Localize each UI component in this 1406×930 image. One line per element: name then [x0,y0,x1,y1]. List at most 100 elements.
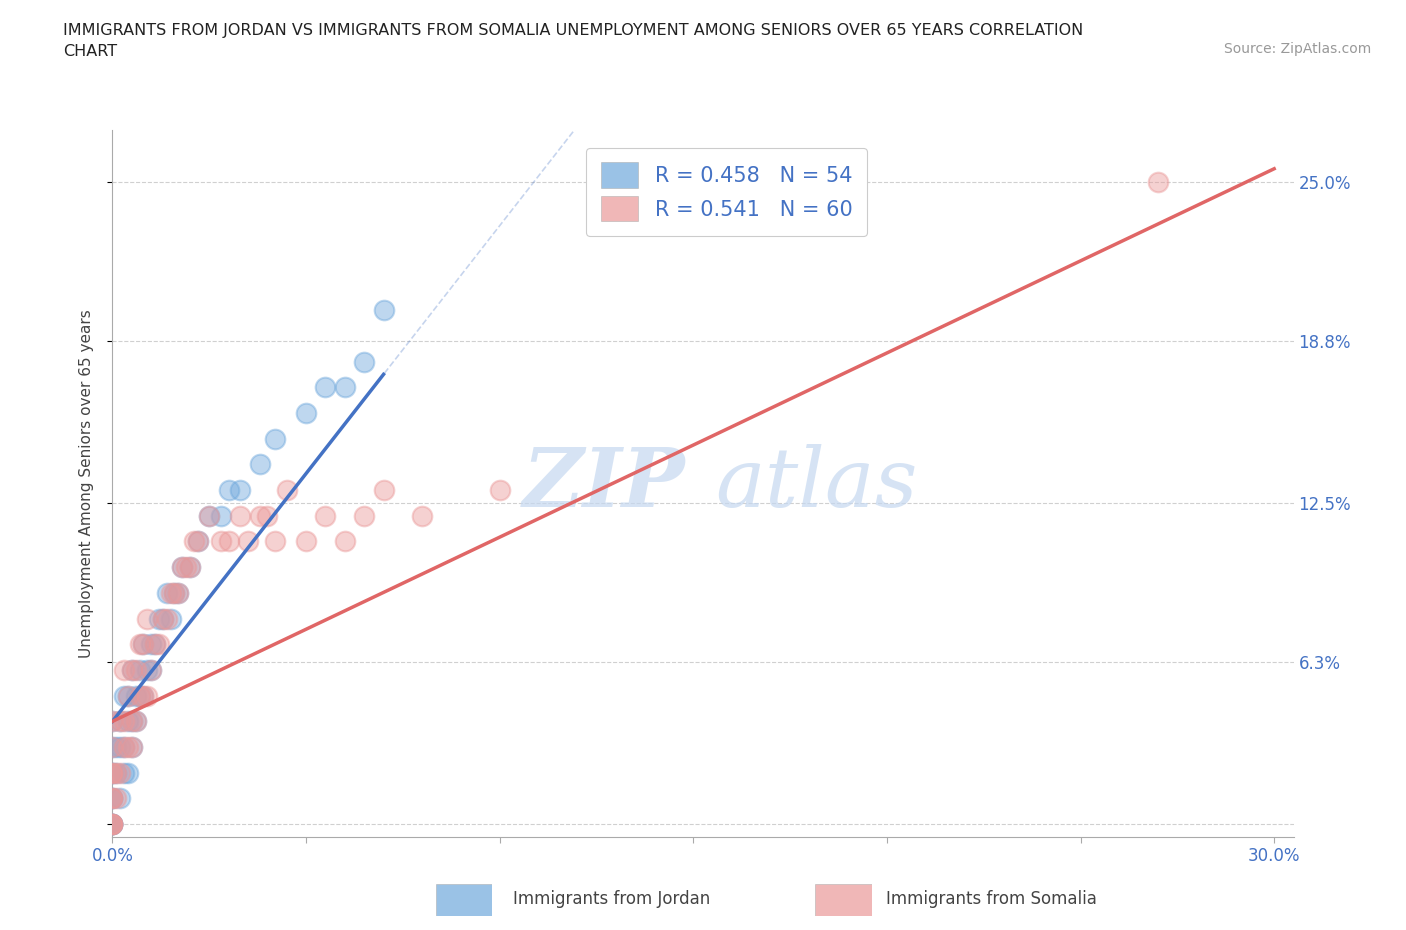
Legend: R = 0.458   N = 54, R = 0.541   N = 60: R = 0.458 N = 54, R = 0.541 N = 60 [586,148,868,236]
Point [121,662,143,677]
Point [136,611,159,626]
Point [163,585,186,600]
Point [353,354,375,369]
Point [1147,174,1170,189]
Point [179,560,201,575]
Point [101,817,124,831]
Point [159,611,181,626]
Point [141,662,163,677]
Point [198,509,221,524]
Point [209,509,232,524]
Point [249,509,271,524]
Point [198,509,221,524]
Point [187,534,209,549]
Point [229,509,252,524]
Point [264,432,287,446]
Point [373,302,395,317]
Point [125,714,148,729]
Point [236,534,259,549]
Point [132,688,155,703]
Point [152,611,174,626]
Point [179,560,201,575]
Text: IMMIGRANTS FROM JORDAN VS IMMIGRANTS FROM SOMALIA UNEMPLOYMENT AMONG SENIORS OVE: IMMIGRANTS FROM JORDAN VS IMMIGRANTS FRO… [63,23,1084,60]
Point [132,637,155,652]
Point [101,791,124,806]
Point [128,662,150,677]
Point [110,765,132,780]
Point [295,405,318,420]
Point [159,585,181,600]
Point [333,379,356,394]
Point [128,688,150,703]
Point [488,483,510,498]
Point [101,739,124,754]
Point [132,637,155,652]
Point [101,791,124,806]
Point [121,739,143,754]
Point [143,637,166,652]
Point [110,791,132,806]
Point [183,534,205,549]
Point [117,688,139,703]
Point [276,483,298,498]
Text: ZIP: ZIP [523,444,685,524]
Point [314,379,336,394]
Point [411,509,433,524]
Text: Immigrants from Jordan: Immigrants from Jordan [513,890,710,909]
Point [110,714,132,729]
Point [152,611,174,626]
Point [105,765,128,780]
Point [101,765,124,780]
Point [112,714,135,729]
Point [112,662,135,677]
Y-axis label: Unemployment Among Seniors over 65 years: Unemployment Among Seniors over 65 years [79,310,94,658]
Point [112,765,135,780]
Point [314,509,336,524]
Point [249,457,271,472]
Point [353,509,375,524]
Point [264,534,287,549]
Point [121,739,143,754]
Point [101,817,124,831]
Point [167,585,190,600]
Text: Immigrants from Somalia: Immigrants from Somalia [886,890,1097,909]
Text: Source: ZipAtlas.com: Source: ZipAtlas.com [1223,42,1371,56]
Point [110,739,132,754]
Point [128,688,150,703]
Point [128,637,150,652]
Point [136,662,159,677]
Point [105,791,128,806]
Point [121,662,143,677]
Point [101,714,124,729]
Point [295,534,318,549]
Point [125,714,148,729]
Point [101,714,124,729]
Point [148,637,170,652]
Point [112,739,135,754]
Point [218,534,240,549]
Point [172,560,194,575]
Point [121,714,143,729]
Point [101,817,124,831]
Point [105,765,128,780]
Point [101,817,124,831]
Point [132,688,155,703]
Point [112,688,135,703]
Point [110,714,132,729]
Point [373,483,395,498]
Point [143,637,166,652]
Point [141,662,163,677]
Point [101,739,124,754]
Point [117,739,139,754]
Point [101,817,124,831]
Point [117,765,139,780]
Point [172,560,194,575]
Point [156,585,179,600]
Point [163,585,186,600]
Point [101,817,124,831]
Point [167,585,190,600]
Point [333,534,356,549]
Point [209,534,232,549]
Point [229,483,252,498]
Point [117,714,139,729]
